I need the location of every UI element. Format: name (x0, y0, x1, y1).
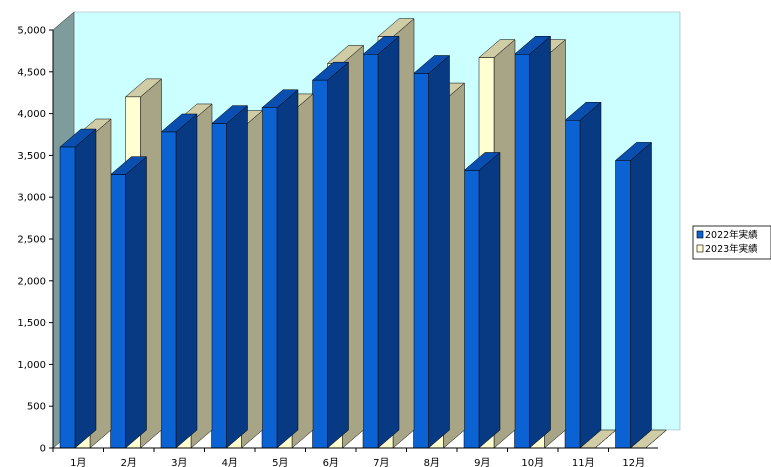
bar-side-face (377, 35, 400, 449)
bar-side-face (175, 113, 198, 449)
bar-series1-10 (513, 35, 552, 449)
bar-front-face (463, 170, 480, 449)
legend-box (692, 225, 771, 260)
bar-front-face (211, 123, 227, 449)
x-tick-label: 2月 (121, 457, 137, 467)
y-tick-label: 1,000 (17, 360, 46, 371)
x-tick-label: 3月 (171, 457, 187, 467)
x-tick-label: 1月 (70, 457, 86, 467)
x-tick-label: 10月 (521, 457, 544, 467)
bar-side-face (478, 151, 501, 449)
bar-series1-12 (614, 141, 653, 449)
bar-front-face (514, 53, 530, 449)
x-tick-label: 4月 (222, 457, 238, 467)
bar-front-face (362, 53, 379, 449)
bar-front-face (59, 146, 76, 449)
bar-front-face (160, 131, 177, 449)
bar-side-face (276, 89, 299, 449)
y-tick-label: 500 (27, 402, 46, 413)
x-tick-label: 8月 (424, 457, 440, 467)
legend-label-1: 2022年実績 (705, 229, 758, 241)
y-tick-label: 5,000 (17, 26, 46, 37)
x-tick-label: 7月 (373, 457, 389, 467)
y-tick-label: 4,000 (17, 109, 46, 120)
legend-label-2: 2023年実績 (705, 243, 758, 255)
x-tick-label: 5月 (272, 457, 288, 467)
bar-front-face (564, 120, 581, 449)
bar-series1-8 (412, 54, 451, 449)
bar-series1-4 (210, 105, 249, 449)
legend-swatch-1 (696, 230, 704, 239)
bar-series1-2 (109, 156, 148, 449)
bar-front-face (413, 73, 429, 449)
y-axis: 0 500 1,000 1,500 2,000 2,500 3,000 3,500 4,000 4… (17, 26, 54, 455)
x-tick-label: 11月 (572, 457, 595, 467)
bar-front-face (615, 160, 631, 449)
bars (59, 18, 668, 449)
bar-series1-1 (59, 128, 97, 449)
y-tick-label: 3,000 (17, 193, 46, 204)
y-tick-label: 2,500 (17, 235, 46, 246)
y-tick-label: 1,500 (17, 318, 46, 329)
bar-series1-6 (311, 61, 350, 449)
bar-side-face (630, 141, 652, 449)
bar-series1-9 (463, 151, 501, 449)
bar-front-face (110, 174, 126, 449)
x-tick-label: 12月 (622, 457, 645, 467)
y-tick-label: 3,500 (17, 151, 46, 162)
bar-side-face (327, 61, 349, 449)
bar-front-face (312, 79, 328, 449)
bar-series1-7 (362, 35, 400, 449)
bar-series1-5 (261, 89, 299, 449)
bar-series1-3 (160, 113, 198, 449)
legend: 2022年実績 2023年実績 (692, 225, 771, 260)
y-tick-label: 4,500 (17, 67, 46, 78)
bar-side-face (529, 35, 551, 449)
bar-series1-11 (564, 101, 602, 449)
x-tick-label: 6月 (323, 457, 339, 467)
bar-side-face (74, 128, 97, 449)
x-axis: 1月 2月 3月 4月 5月 6月 7月 8月 9月 10月 11月 12月 (52, 447, 658, 467)
bar-side-face (428, 54, 450, 449)
bar-side-face (125, 156, 147, 449)
bar-side-face (579, 101, 602, 449)
legend-swatch-2 (696, 244, 704, 253)
y-tick-label: 2,000 (17, 276, 46, 287)
bar-side-face (226, 105, 248, 449)
x-tick-label: 9月 (474, 457, 490, 467)
bar-front-face (261, 107, 278, 449)
y-tick-label: 0 (40, 444, 46, 455)
